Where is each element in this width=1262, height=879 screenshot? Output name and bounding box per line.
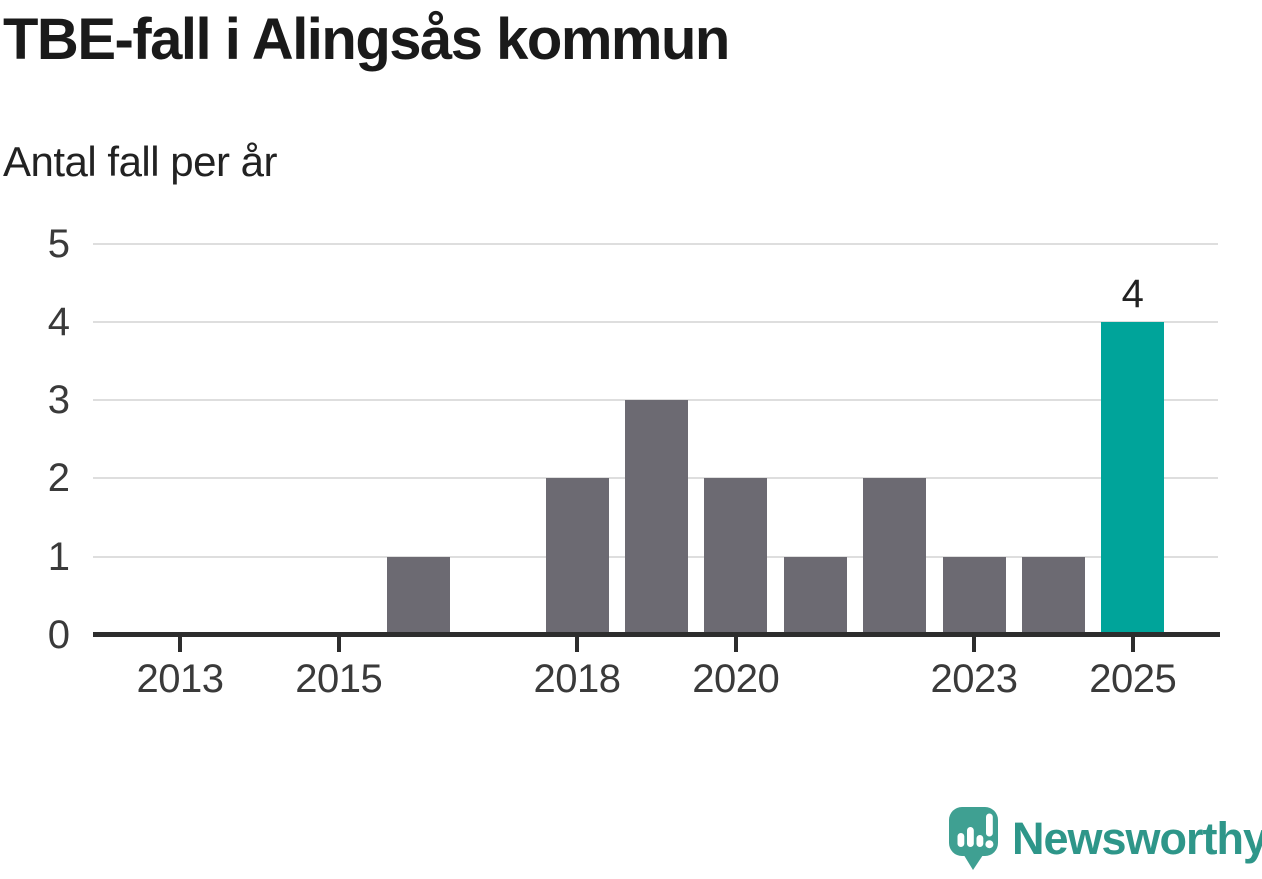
- x-tick-2023: [972, 637, 976, 652]
- bar-2022: [863, 478, 927, 634]
- y-tick-label-2: 2: [47, 456, 70, 501]
- x-tick-2025: [1130, 637, 1135, 652]
- newsworthy-logo-icon: [949, 807, 998, 870]
- x-tick-label-2023: 2023: [930, 657, 1018, 701]
- x-tick-label-2025: 2025: [1089, 657, 1177, 701]
- bar-2023: [942, 556, 1006, 634]
- bar-2021: [783, 556, 847, 634]
- bar-2018: [545, 478, 609, 634]
- page-title: TBE-fall i Alingsås kommun: [3, 7, 730, 72]
- bar-2024: [1021, 556, 1085, 634]
- y-tick-label-0: 0: [47, 613, 70, 657]
- newsworthy-wordmark: Newsworthy: [1012, 813, 1262, 864]
- highlighted-bar-2025: [1101, 321, 1165, 634]
- y-tick-label-1: 1: [47, 534, 70, 579]
- bar-value-label-2025: 4: [1121, 271, 1144, 316]
- x-tick-2015: [336, 637, 341, 652]
- bar-2016: [386, 556, 450, 634]
- y-tick-label-4: 4: [47, 299, 70, 344]
- x-tick-label-2015: 2015: [295, 657, 383, 701]
- x-axis-line: [93, 632, 1220, 637]
- x-tick-label-2013: 2013: [136, 657, 224, 701]
- x-tick-label-2020: 2020: [692, 657, 780, 701]
- x-tick-2020: [733, 637, 738, 652]
- chart-units-label: Antal fall per år: [3, 138, 277, 185]
- bar-2019: [624, 400, 688, 634]
- x-tick-label-2018: 2018: [533, 657, 621, 701]
- y-gridline-4: [93, 320, 1218, 323]
- bar-2020: [704, 478, 768, 634]
- y-tick-label-3: 3: [47, 378, 70, 423]
- y-gridline-5: [93, 242, 1218, 245]
- x-tick-2013: [178, 637, 182, 652]
- x-tick-2018: [575, 637, 579, 652]
- newsworthy-logo: Newsworthy: [948, 806, 1262, 872]
- y-tick-label-5: 5: [47, 221, 70, 266]
